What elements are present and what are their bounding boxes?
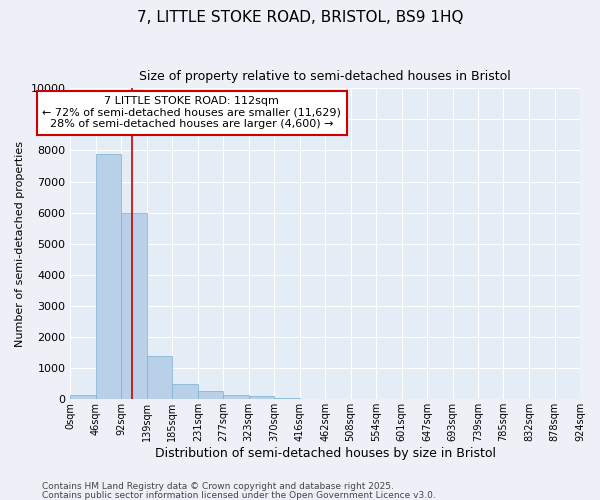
Text: Contains HM Land Registry data © Crown copyright and database right 2025.: Contains HM Land Registry data © Crown c… (42, 482, 394, 491)
Bar (147, 356, 172, 399)
Bar (248, 396, 274, 399)
Title: Size of property relative to semi-detached houses in Bristol: Size of property relative to semi-detach… (139, 70, 511, 83)
Bar (198, 392, 223, 399)
Bar (96, 154, 121, 399)
Bar (274, 398, 300, 399)
Bar (223, 394, 248, 399)
Y-axis label: Number of semi-detached properties: Number of semi-detached properties (15, 140, 25, 346)
X-axis label: Distribution of semi-detached houses by size in Bristol: Distribution of semi-detached houses by … (155, 447, 496, 460)
Text: 7 LITTLE STOKE ROAD: 112sqm
← 72% of semi-detached houses are smaller (11,629)
2: 7 LITTLE STOKE ROAD: 112sqm ← 72% of sem… (43, 96, 341, 130)
Text: Contains public sector information licensed under the Open Government Licence v3: Contains public sector information licen… (42, 490, 436, 500)
Bar (70, 394, 96, 399)
Text: 7, LITTLE STOKE ROAD, BRISTOL, BS9 1HQ: 7, LITTLE STOKE ROAD, BRISTOL, BS9 1HQ (137, 10, 463, 25)
Bar (121, 212, 147, 399)
Bar (172, 384, 198, 399)
